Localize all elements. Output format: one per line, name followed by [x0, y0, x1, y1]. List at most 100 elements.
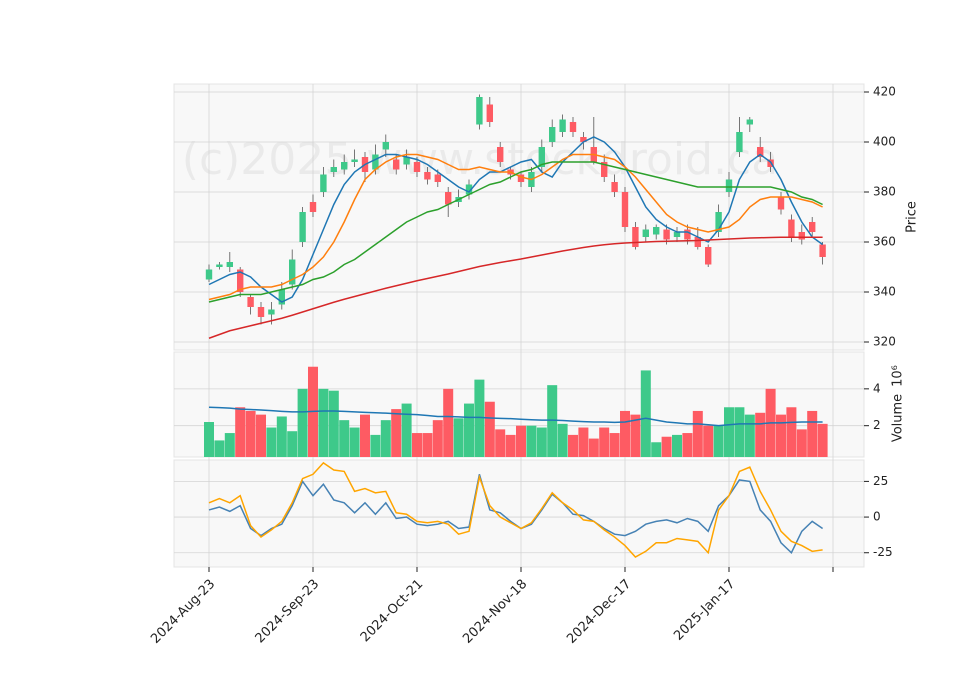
volume-bar: [287, 431, 298, 457]
volume-bar: [391, 409, 402, 457]
volume-bar: [401, 403, 412, 457]
candle-body: [278, 289, 285, 305]
volume-bar: [432, 420, 443, 457]
candle-body: [601, 162, 608, 177]
volume-bar: [776, 414, 786, 457]
price-axis-label: Price: [905, 201, 920, 233]
candle-body: [611, 182, 618, 192]
volume-bar: [297, 388, 308, 457]
volume-bar: [495, 429, 506, 457]
candle-body: [289, 259, 296, 285]
candle-body: [341, 162, 348, 170]
candle-body: [788, 219, 795, 237]
candle-body: [663, 229, 670, 240]
y-tick-label: 340: [873, 285, 896, 299]
x-tick-label: 2024-Dec-17: [564, 577, 634, 647]
volume-bar: [360, 414, 370, 457]
candle-body: [309, 202, 317, 212]
volume-bar: [204, 422, 214, 457]
y-tick-label: 420: [873, 85, 896, 99]
oscillator-panel: [173, 459, 865, 568]
candle-body: [372, 154, 379, 170]
volume-bar: [609, 433, 620, 457]
volume-bar: [536, 427, 547, 457]
volume-bar: [640, 370, 651, 457]
volume-bar: [755, 412, 766, 457]
x-tick-label: 2024-Sep-23: [253, 577, 323, 647]
volume-bar: [505, 434, 516, 457]
candle-body: [580, 137, 587, 142]
candle-body: [798, 232, 805, 240]
price-panel: [173, 83, 865, 351]
volume-bar: [526, 425, 537, 457]
candle-body: [694, 237, 701, 247]
volume-bar: [734, 407, 745, 457]
candle-body: [497, 147, 504, 162]
candle-body: [642, 229, 649, 237]
volume-bar: [817, 423, 828, 457]
candle-body: [819, 244, 826, 257]
candle-body: [705, 247, 712, 265]
candle-body: [445, 192, 452, 205]
volume-bar: [380, 420, 391, 457]
volume-bar: [599, 427, 610, 457]
candle-body: [434, 174, 441, 182]
volume-bar: [318, 388, 329, 457]
volume-bar: [464, 403, 474, 457]
volume-bar: [578, 427, 589, 457]
volume-bar: [516, 425, 526, 457]
y-tick-label: 0: [873, 510, 881, 524]
candle-body: [725, 179, 733, 192]
volume-bar: [245, 410, 256, 457]
candle-body: [299, 212, 306, 242]
y-tick-label: 4: [873, 381, 881, 395]
x-tick-label: 2024-Oct-21: [358, 577, 426, 645]
candle-body: [268, 309, 275, 315]
volume-bar: [651, 442, 662, 457]
candle-body: [320, 174, 327, 192]
moving-average-line: [208, 136, 824, 303]
volume-unit: 10⁶: [891, 365, 906, 387]
volume-bar: [412, 433, 422, 457]
x-tick-label: 2025-Jan-17: [671, 577, 738, 644]
candle-body: [486, 104, 493, 122]
volume-bar: [276, 416, 287, 457]
candle-body: [632, 227, 639, 247]
volume-bar: [568, 434, 578, 457]
volume-bar: [620, 410, 630, 457]
moving-average-line: [208, 161, 823, 303]
candle-body: [476, 97, 483, 125]
volume-bar: [807, 410, 818, 457]
watermark: (c)2025 www.stockdroid.ca: [182, 134, 778, 185]
volume-bar: [692, 410, 703, 457]
volume-bar: [630, 414, 641, 457]
volume-bar: [474, 379, 485, 457]
volume-bar: [443, 388, 454, 457]
y-tick-label: 25: [873, 474, 888, 488]
oscillator-line: [208, 461, 823, 558]
candle-body: [777, 197, 785, 210]
candle-body: [393, 159, 400, 170]
y-tick-label: -25: [873, 545, 893, 559]
volume-bar: [328, 390, 339, 457]
candle-body: [247, 297, 254, 307]
volume-bar: [672, 434, 682, 457]
y-tick-label: 320: [873, 335, 896, 349]
candle-body: [330, 167, 337, 172]
candle-body: [517, 174, 525, 182]
volume-bar: [235, 407, 246, 457]
volume-bar: [256, 414, 266, 457]
candle-body: [257, 307, 265, 317]
candle-body: [559, 119, 566, 132]
candle-body: [216, 264, 223, 267]
y-tick-label: 380: [873, 185, 896, 199]
candle-body: [413, 162, 421, 172]
volume-bar: [453, 418, 464, 457]
candle-body: [684, 229, 691, 240]
candle-body: [569, 122, 577, 132]
volume-bar: [547, 385, 558, 457]
candle-body: [549, 127, 556, 142]
candle-body: [673, 232, 681, 237]
volume-bar: [786, 407, 797, 457]
candle-body: [205, 269, 213, 280]
